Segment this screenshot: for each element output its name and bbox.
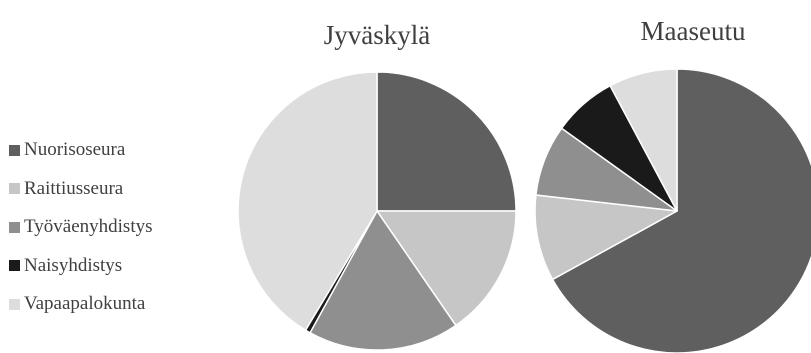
legend-item-raittiusseura: Raittiusseura xyxy=(9,177,153,201)
legend-label: Työväenyhdistys xyxy=(24,216,153,237)
pie-slice-nuorisoseura xyxy=(376,71,517,212)
legend-item-vapaapalokunta: Vapaapalokunta xyxy=(9,292,153,316)
legend-label: Raittiusseura xyxy=(24,177,124,199)
legend-swatch xyxy=(9,183,20,194)
legend-item-naisyhdistys: Naisyhdistys xyxy=(9,254,153,278)
pie-slice-raittiusseura xyxy=(534,194,678,281)
pie-slice-nuorisoseura xyxy=(551,68,811,353)
legend-label: Nuorisoseura xyxy=(24,139,126,160)
legend: Nuorisoseura Raittiusseura Työväenyhdist… xyxy=(9,138,153,316)
legend-label: Vapaapalokunta xyxy=(24,293,146,314)
legend-swatch xyxy=(9,298,20,310)
legend-item-nuorisoseura: Nuorisoseura xyxy=(9,138,153,162)
pie-maaseutu xyxy=(534,68,811,353)
legend-item-tyovaenyhdistys: Työväenyhdistys xyxy=(9,215,153,239)
legend-label: Naisyhdistys xyxy=(24,254,123,276)
chart-title-maaseutu: Maaseutu xyxy=(640,16,746,46)
chart-title-jyvaskyla: Jyväskylä xyxy=(323,20,431,50)
pie-slice-raittiusseura xyxy=(376,210,517,327)
pie-slice-vapaapalokunta xyxy=(237,71,378,331)
legend-swatch xyxy=(9,260,20,271)
legend-swatch xyxy=(9,144,20,156)
pie-slice-vapaapalokunta xyxy=(609,68,678,212)
pie-jyvaskyla xyxy=(237,71,517,351)
pie-slice-ty-v-enyhdistys xyxy=(309,210,457,351)
legend-swatch xyxy=(9,221,20,233)
